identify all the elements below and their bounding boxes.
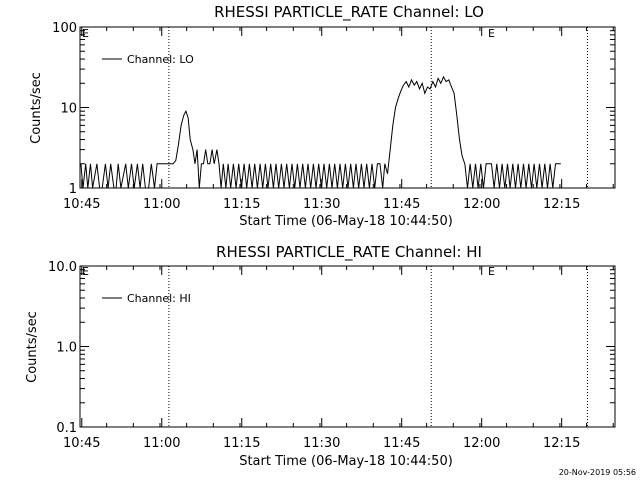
series-line — [80, 75, 561, 189]
legend-label: Channel: HI — [127, 292, 191, 305]
plot-frame — [79, 265, 616, 428]
x-axis-label: Start Time (06-May-18 10:44:50) — [239, 454, 453, 469]
chart-title: RHESSI PARTICLE_RATE Channel: LO — [214, 3, 484, 22]
x-axis-label: Start Time (06-May-18 10:44:50) — [239, 214, 453, 229]
x-tick-label: 11:15 — [223, 436, 260, 451]
x-tick-label: 11:45 — [383, 436, 420, 451]
start-marker: E — [82, 265, 89, 278]
x-tick-label: 12:00 — [463, 197, 500, 212]
y-tick-label: 1.0 — [56, 341, 77, 356]
y-tick-label: 1 — [69, 182, 77, 197]
x-tick-label: 12:15 — [543, 197, 580, 212]
y-tick-label: 100 — [52, 21, 77, 36]
x-tick-label: 12:15 — [543, 436, 580, 451]
x-tick-label: 11:30 — [303, 197, 340, 212]
y-axis-label: Counts/sec — [25, 311, 40, 383]
footer-timestamp: 20-Nov-2019 05:56 — [559, 468, 636, 477]
x-tick-label: 11:45 — [383, 197, 420, 212]
x-tick-label: 10:45 — [63, 197, 100, 212]
panel-hi: RHESSI PARTICLE_RATE Channel: HI Counts/… — [25, 243, 616, 469]
x-tick-label: 11:00 — [143, 436, 180, 451]
event-marker: E — [488, 265, 495, 278]
x-tick-label: 11:00 — [143, 197, 180, 212]
y-tick-label: 10.0 — [48, 260, 77, 275]
y-axis-label: Counts/sec — [29, 72, 44, 144]
start-marker: E — [82, 27, 89, 40]
x-tick-label: 11:15 — [223, 197, 260, 212]
legend-label: Channel: LO — [127, 53, 194, 66]
event-marker: E — [488, 27, 495, 40]
y-tick-label: 10 — [60, 102, 77, 117]
y-tick-label: 0.1 — [56, 421, 77, 436]
x-tick-label: 10:45 — [63, 436, 100, 451]
chart-title: RHESSI PARTICLE_RATE Channel: HI — [216, 243, 482, 262]
panel-lo: RHESSI PARTICLE_RATE Channel: LO Counts/… — [29, 3, 616, 229]
x-tick-label: 11:30 — [303, 436, 340, 451]
x-tick-label: 12:00 — [463, 436, 500, 451]
